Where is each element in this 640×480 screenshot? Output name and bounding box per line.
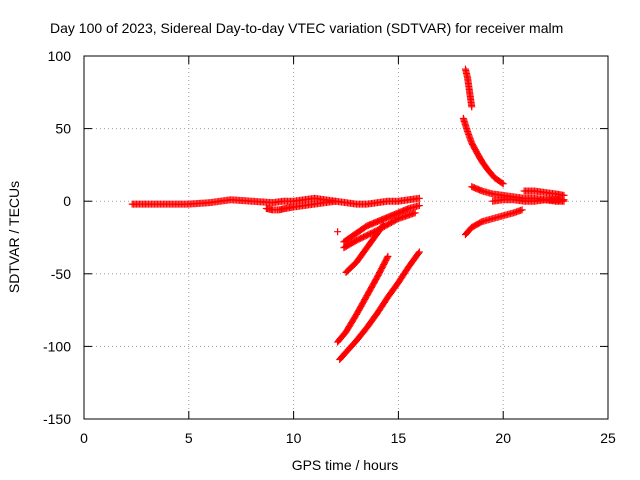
- data-point: [411, 209, 419, 217]
- x-tick-label: 20: [495, 430, 511, 446]
- series-arc-neg20: [340, 202, 423, 246]
- data-point: [384, 252, 392, 260]
- plot-frame: [83, 55, 609, 420]
- data-point: [498, 179, 506, 187]
- data-point: [379, 222, 387, 230]
- series-outlier: [334, 228, 342, 236]
- y-tick-label: 50: [55, 121, 71, 137]
- series-baseline-0: [128, 194, 423, 208]
- series-dip-9: [262, 197, 340, 214]
- series-decay-55: [459, 114, 507, 188]
- data-point: [499, 180, 507, 188]
- x-tick-label: 10: [286, 430, 302, 446]
- x-tick-label: 5: [185, 430, 193, 446]
- x-tick-label: 0: [80, 430, 88, 446]
- x-tick-label: 25: [600, 430, 616, 446]
- y-tick-label: -100: [43, 338, 71, 354]
- data-point: [415, 194, 423, 202]
- series-rise-neg22: [461, 206, 526, 239]
- series-spike-90: [461, 65, 476, 111]
- series-arc-neg50: [342, 220, 388, 276]
- y-axis-label: SDTVAR / TECUs: [6, 181, 22, 293]
- data-points: [128, 65, 568, 363]
- y-tick-label: -150: [43, 411, 71, 427]
- data-point: [334, 228, 342, 236]
- data-point: [560, 191, 568, 199]
- x-tick-label: 15: [391, 430, 407, 446]
- y-tick-label: 100: [48, 48, 72, 64]
- series-arc-neg110: [336, 248, 423, 363]
- y-tick-label: 0: [63, 193, 71, 209]
- data-point: [332, 197, 340, 205]
- x-axis-label: GPS time / hours: [292, 457, 399, 473]
- chart-title: Day 100 of 2023, Sidereal Day-to-day VTE…: [50, 20, 563, 36]
- data-point: [468, 103, 476, 111]
- series-block-5: [520, 187, 568, 199]
- y-tick-labels: -150 -100 -50 0 50 100: [43, 48, 71, 427]
- data-point: [415, 248, 423, 256]
- data-point: [380, 220, 388, 228]
- data-point: [383, 254, 391, 262]
- y-tick-label: -50: [51, 266, 71, 282]
- data-point: [415, 202, 423, 210]
- series-flat-0: [489, 196, 568, 205]
- data-point: [518, 206, 526, 214]
- x-tick-labels: 0 5 10 15 20 25: [80, 430, 616, 446]
- data-point: [414, 249, 422, 257]
- series-arc-neg100: [334, 252, 392, 346]
